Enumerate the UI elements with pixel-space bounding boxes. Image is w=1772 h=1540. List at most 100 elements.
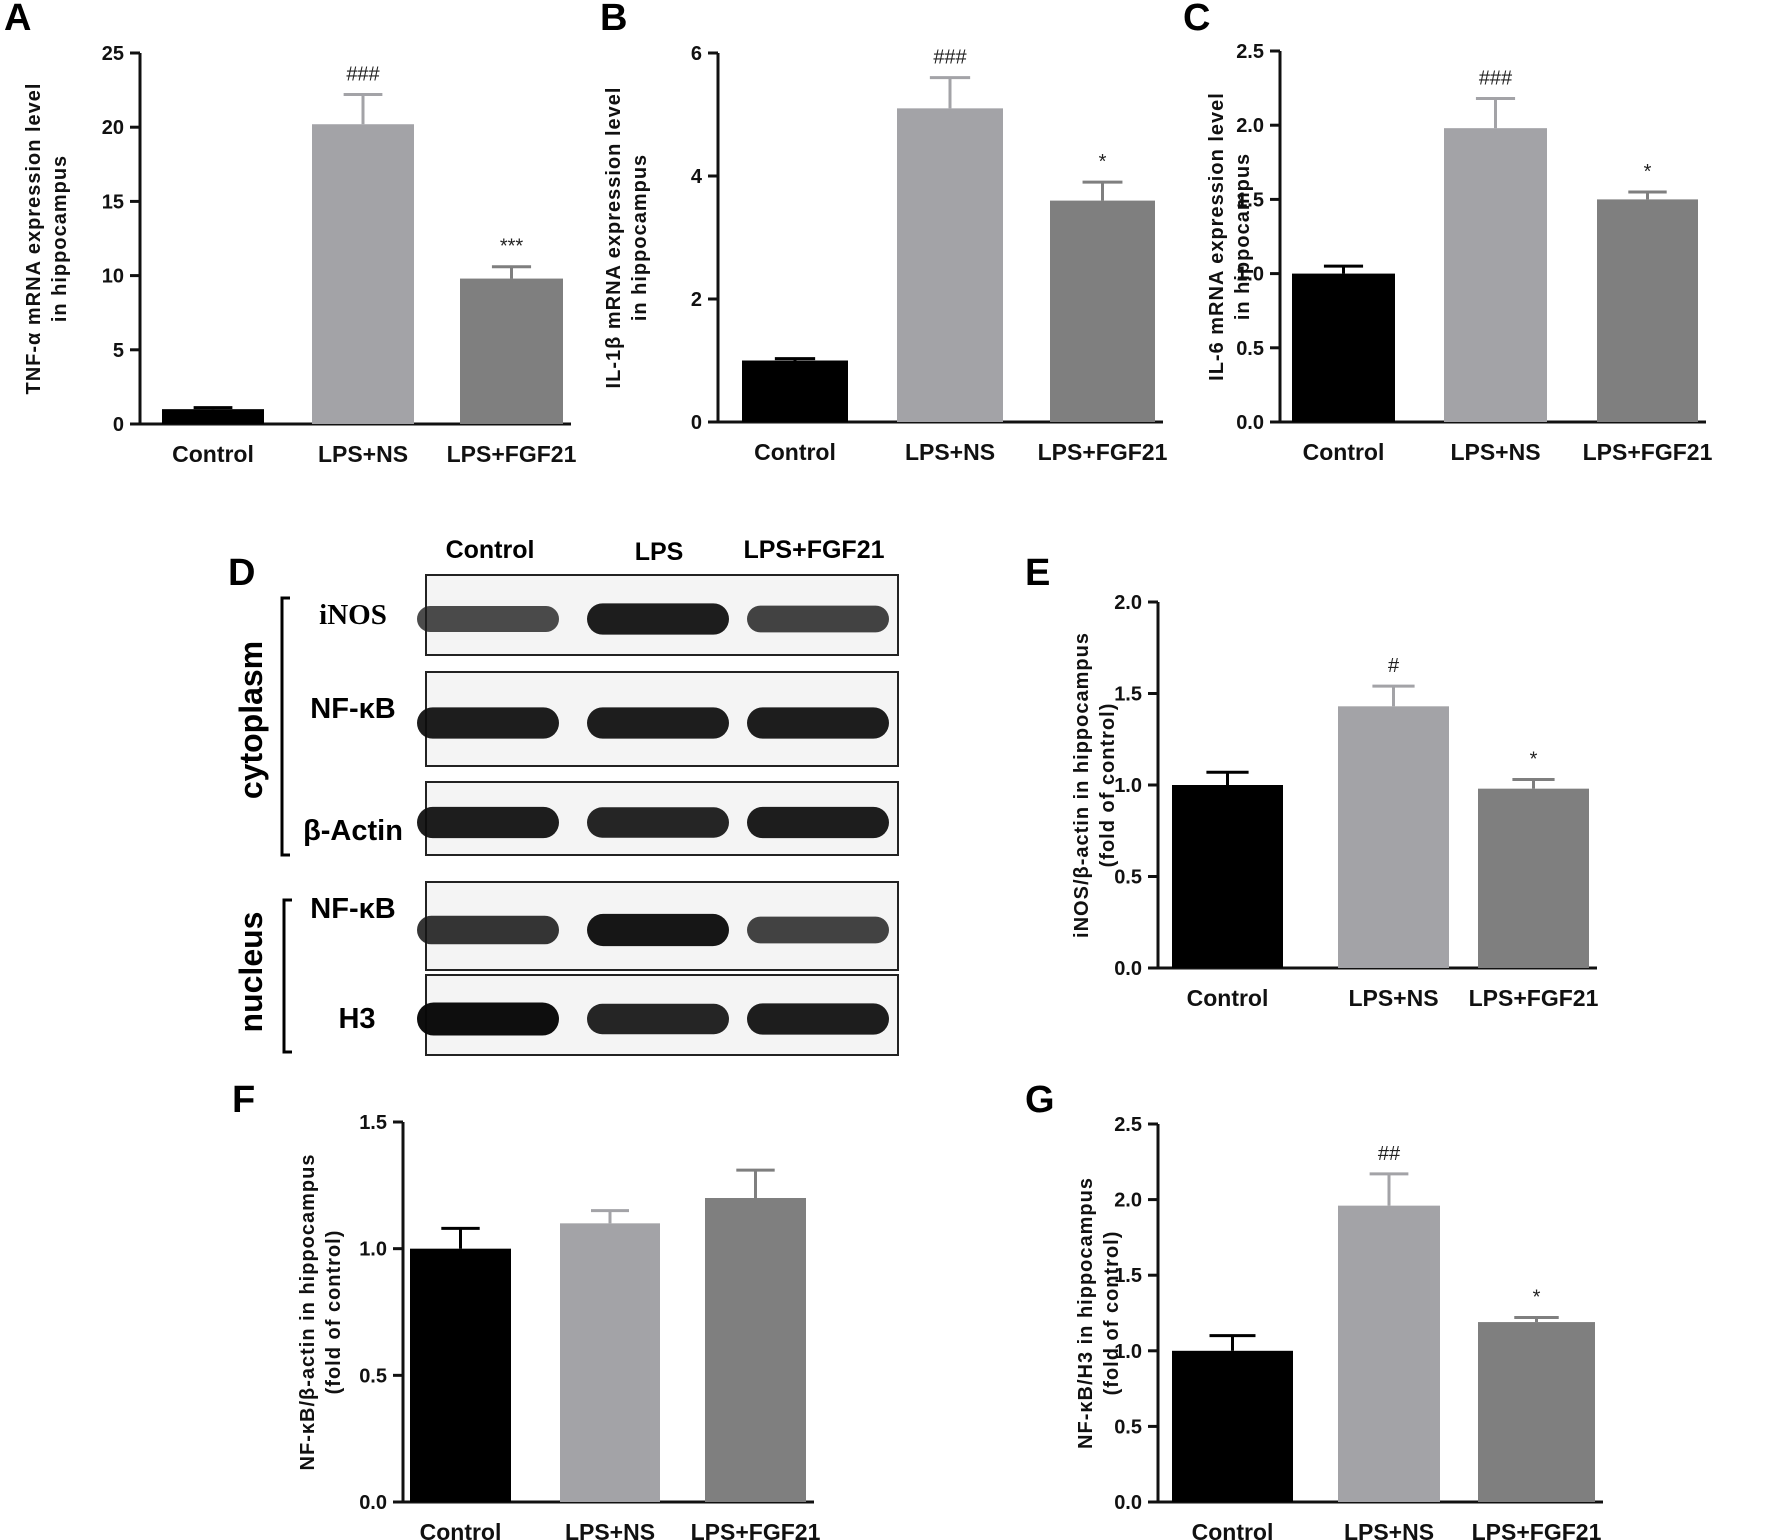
blot-band bbox=[417, 915, 559, 945]
bar bbox=[1338, 1205, 1440, 1502]
y-axis-label: in hippocampus bbox=[1232, 153, 1254, 320]
panel-label-b: B bbox=[600, 0, 627, 39]
chart-g: 0.0 0.5 1.0 1.5 2.0 2.5 Control ## LPS+NS * LPS+FG… bbox=[1075, 1114, 1603, 1540]
row-label-beta-actin: β-Actin bbox=[303, 815, 403, 847]
panel-label-a: A bbox=[4, 0, 31, 39]
lane-label-control: Control bbox=[446, 536, 535, 564]
significance-mark: ### bbox=[933, 47, 967, 69]
bracket-cytoplasm bbox=[280, 596, 290, 857]
y-tick-label: 0.0 bbox=[359, 1492, 387, 1514]
y-axis-label: NF-κB/H3 in hippocampus bbox=[1075, 1177, 1097, 1449]
blot-band bbox=[417, 1002, 559, 1036]
chart-e: 0.0 0.5 1.0 1.5 2.0 Control # LPS+NS * LPS+FGF21 i… bbox=[1071, 592, 1599, 1011]
y-tick-label: 0 bbox=[113, 414, 124, 436]
category-label: LPS+NS bbox=[318, 441, 408, 467]
bar bbox=[410, 1248, 511, 1502]
significance-mark: * bbox=[1099, 151, 1107, 173]
chart-b: 0 2 4 6 Control ### LPS+NS * LPS+FGF21 IL-1β mRNA… bbox=[603, 43, 1168, 465]
blot-band bbox=[417, 806, 559, 839]
y-axis-label: (fold of control) bbox=[1101, 1231, 1123, 1396]
category-label: Control bbox=[1192, 1519, 1274, 1540]
y-tick-label: 4 bbox=[691, 166, 703, 188]
blot-band bbox=[747, 605, 889, 633]
y-tick-label: 1.0 bbox=[1114, 1341, 1142, 1363]
category-label: Control bbox=[1303, 439, 1385, 465]
bar bbox=[1172, 785, 1283, 968]
y-tick-label: 0.5 bbox=[1114, 867, 1142, 889]
category-label: Control bbox=[420, 1519, 502, 1540]
category-label: LPS+FGF21 bbox=[447, 441, 577, 467]
row-label-nfkb-nuc: NF-κB bbox=[310, 893, 395, 925]
blot-band bbox=[587, 1003, 729, 1035]
bar bbox=[897, 108, 1003, 422]
blot-band bbox=[747, 707, 889, 739]
blot-band bbox=[747, 1003, 889, 1035]
y-axis-label: in hippocampus bbox=[629, 154, 651, 321]
y-tick-label: 25 bbox=[102, 43, 124, 65]
bar bbox=[1292, 273, 1395, 422]
row-label-inos: iNOS bbox=[319, 599, 387, 631]
category-label: LPS+NS bbox=[1450, 439, 1540, 465]
row-label-nfkb-cyto: NF-κB bbox=[310, 693, 395, 725]
category-label: LPS+NS bbox=[905, 439, 995, 465]
row-label-h3: H3 bbox=[338, 1003, 375, 1035]
y-tick-label: 1.0 bbox=[1236, 264, 1264, 286]
bar bbox=[1478, 1322, 1595, 1502]
significance-mark: # bbox=[1388, 655, 1400, 677]
bar bbox=[162, 409, 264, 424]
significance-mark: * bbox=[1533, 1287, 1541, 1309]
blot-band bbox=[747, 806, 889, 839]
blot-band bbox=[587, 603, 729, 635]
bar bbox=[1338, 706, 1449, 968]
panel-label-f: F bbox=[232, 1079, 255, 1121]
significance-mark: * bbox=[1530, 749, 1538, 771]
category-label: Control bbox=[754, 439, 836, 465]
blot-rows bbox=[417, 574, 899, 1056]
blot-band bbox=[417, 707, 559, 739]
y-tick-label: 20 bbox=[102, 117, 124, 139]
category-label: LPS+FGF21 bbox=[691, 1519, 821, 1540]
y-axis-label: (fold of control) bbox=[323, 1230, 345, 1395]
bar bbox=[560, 1223, 660, 1502]
y-tick-label: 0.5 bbox=[359, 1365, 387, 1387]
y-axis-label: IL-1β mRNA expression level bbox=[603, 87, 625, 389]
y-axis-label: NF-κB/β-actin in hippocampus bbox=[297, 1154, 319, 1471]
y-tick-label: 0 bbox=[691, 412, 702, 434]
y-tick-label: 1.5 bbox=[1236, 189, 1264, 211]
bar bbox=[1597, 199, 1698, 422]
y-axis-label: TNF-α mRNA expression level bbox=[23, 83, 45, 395]
western-blot: Control LPS LPS+FGF21 iNOS NF-κB β-Actin… bbox=[233, 536, 899, 1056]
category-label: LPS+NS bbox=[565, 1519, 655, 1540]
blot-band bbox=[747, 916, 889, 944]
y-tick-label: 2.0 bbox=[1236, 115, 1264, 137]
panel-label-d: D bbox=[228, 552, 255, 594]
y-tick-label: 15 bbox=[102, 191, 124, 213]
lane-label-lps: LPS bbox=[635, 538, 684, 566]
y-tick-label: 0.0 bbox=[1114, 958, 1142, 980]
y-axis-label: iNOS/β-actin in hippocampus bbox=[1071, 632, 1093, 938]
bar bbox=[312, 124, 414, 425]
lane-label-lps-fgf21: LPS+FGF21 bbox=[743, 536, 884, 564]
y-axis-label: IL-6 mRNA expression level bbox=[1206, 92, 1228, 381]
y-tick-label: 6 bbox=[691, 43, 702, 65]
y-tick-label: 1.5 bbox=[1114, 1265, 1142, 1287]
blot-band bbox=[417, 606, 559, 632]
significance-mark: * bbox=[1644, 161, 1652, 183]
blot-band bbox=[587, 707, 729, 739]
y-tick-label: 0.0 bbox=[1114, 1492, 1142, 1514]
panel-label-c: C bbox=[1183, 0, 1210, 39]
bar bbox=[460, 278, 563, 424]
bracket-nucleus bbox=[282, 898, 292, 1054]
panel-label-g: G bbox=[1025, 1079, 1055, 1121]
group-label-nucleus: nucleus bbox=[233, 912, 269, 1033]
significance-mark: ### bbox=[1479, 67, 1513, 89]
chart-c: 0.0 0.5 1.0 1.5 2.0 2.5 Control ### LPS+NS * LPS+F… bbox=[1206, 41, 1713, 465]
significance-mark: ### bbox=[346, 64, 380, 86]
category-label: Control bbox=[1187, 985, 1269, 1011]
y-tick-label: 0.0 bbox=[1236, 412, 1264, 434]
y-tick-label: 2 bbox=[691, 289, 702, 311]
y-tick-label: 1.5 bbox=[1114, 684, 1142, 706]
y-tick-label: 2.5 bbox=[1114, 1114, 1142, 1136]
bar bbox=[1478, 788, 1589, 968]
